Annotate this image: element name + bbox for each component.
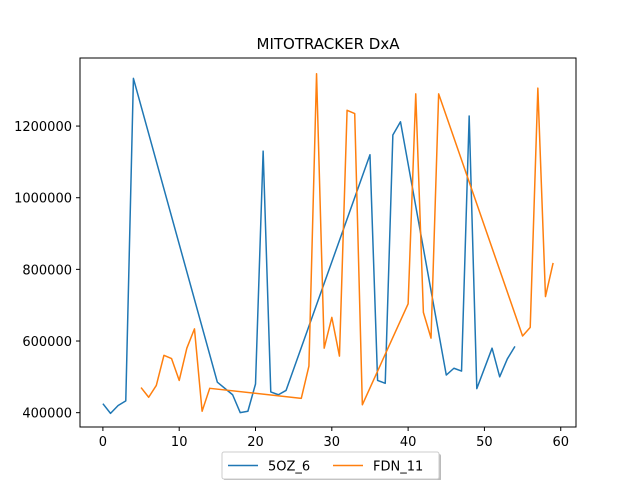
x-tick-label: 60 [552,435,569,450]
x-tick-label: 30 [324,435,341,450]
y-tick-label: 800000 [22,263,72,278]
legend-label-0: 5OZ_6 [268,460,310,475]
y-tick-label: 400000 [22,407,72,422]
axes-frame [79,57,577,428]
y-tick-label: 1000000 [14,192,72,207]
x-tick-label: 10 [171,435,188,450]
x-tick-label: 40 [400,435,417,450]
x-tick-label: 20 [247,435,264,450]
x-tick-label: 50 [476,435,493,450]
series-line-0 [102,77,516,415]
legend-box [221,451,440,480]
x-tick-label: 0 [99,435,107,450]
chart-title: MITOTRACKER DxA [257,35,401,53]
y-tick-label: 1200000 [14,120,72,135]
axes: 0 10 20 30 40 50 60 400000 600000 800000 1000000 12… [14,57,577,450]
legend-label-1: FDN_11 [373,460,423,475]
legend: 5OZ_6 FDN_11 [221,451,441,480]
y-tick-label: 600000 [22,335,72,350]
series-line-1 [140,73,554,412]
plot-area [102,73,554,415]
